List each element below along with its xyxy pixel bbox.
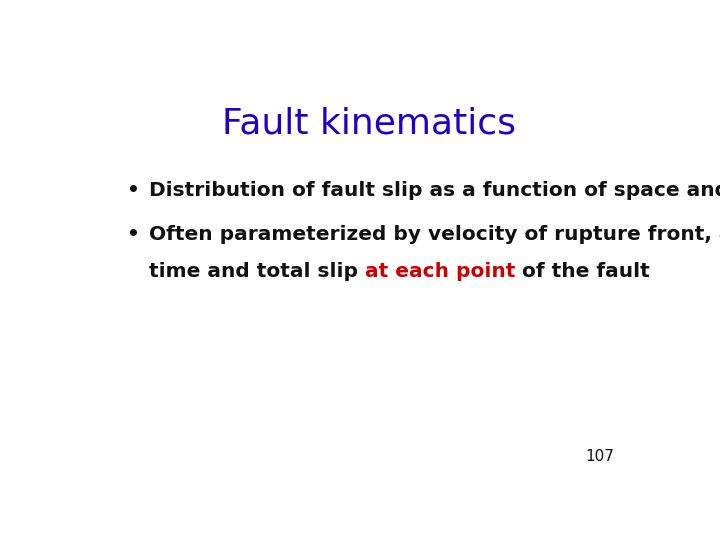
Text: Distribution of fault slip as a function of space and time: Distribution of fault slip as a function… (148, 181, 720, 200)
Text: time and total slip: time and total slip (148, 262, 364, 281)
Text: Often parameterized by velocity of rupture front, and rise: Often parameterized by velocity of ruptu… (148, 225, 720, 244)
Text: •: • (126, 225, 139, 244)
Text: 107: 107 (585, 449, 615, 464)
Text: •: • (126, 181, 139, 200)
Text: of the fault: of the fault (515, 262, 649, 281)
Text: Fault kinematics: Fault kinematics (222, 106, 516, 140)
Text: at each point: at each point (364, 262, 515, 281)
